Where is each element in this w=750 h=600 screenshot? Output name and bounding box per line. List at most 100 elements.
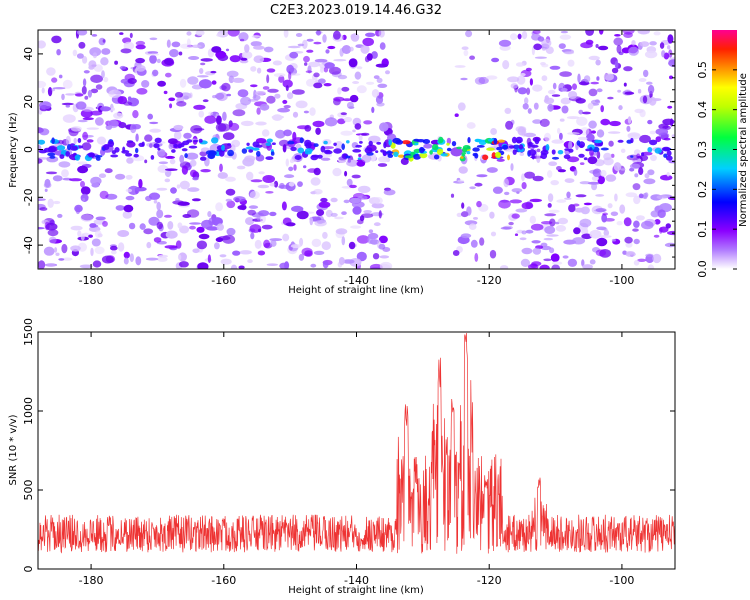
heatmap-cell: [176, 184, 181, 189]
heatmap-cell: [357, 185, 371, 194]
heatmap-cell: [200, 58, 213, 62]
heatmap-cell: [595, 44, 599, 48]
heatmap-cell: [177, 254, 182, 261]
y-tick-label: 1000: [22, 397, 35, 425]
heatmap-cell: [564, 197, 572, 200]
heatmap-cell: [183, 132, 192, 139]
heatmap-cell: [373, 197, 383, 205]
heatmap-cell: [667, 105, 673, 109]
heatmap-cell: [179, 154, 185, 164]
heatmap-cell: [149, 54, 157, 64]
y-tick-label: 1500: [22, 318, 35, 346]
heatmap-cell: [529, 215, 536, 224]
colorbar: 0.0 0.1 0.2 0.3 0.4 0.5 Normalized spectral a…: [696, 30, 749, 278]
heatmap-cell: [516, 75, 526, 85]
heatmap-cell: [62, 79, 73, 89]
heatmap-cell: [582, 111, 591, 115]
heatmap-cell: [309, 216, 314, 226]
heatmap-cell: [226, 200, 236, 209]
heatmap-cell: [646, 81, 653, 85]
heatmap-cell: [38, 198, 46, 201]
heatmap-cell: [548, 161, 558, 166]
heatmap-cell: [322, 260, 329, 269]
heatmap-cell: [647, 84, 655, 94]
heatmap-cell: [104, 168, 113, 174]
heatmap-cell: [482, 154, 489, 161]
heatmap-cell: [523, 132, 537, 138]
heatmap-cell: [647, 264, 655, 269]
heatmap-cell: [273, 180, 279, 188]
heatmap-cell: [226, 70, 239, 78]
heatmap-cell: [629, 163, 641, 169]
heatmap-cell: [469, 186, 476, 190]
heatmap-cell: [474, 252, 479, 262]
heatmap-cell: [365, 32, 376, 37]
heatmap-cell: [521, 247, 533, 255]
heatmap-cell: [363, 210, 372, 214]
heatmap-cell: [530, 223, 544, 231]
heatmap-cell: [497, 139, 506, 143]
heatmap-cell: [217, 172, 228, 179]
heatmap-cell: [660, 174, 673, 181]
heatmap-cell: [490, 231, 497, 237]
heatmap-cell: [564, 148, 570, 151]
heatmap-cell: [101, 255, 114, 264]
heatmap-cell: [292, 111, 299, 118]
heatmap-cell: [82, 78, 87, 87]
heatmap-cell: [119, 65, 127, 70]
heatmap-cell: [666, 150, 672, 157]
heatmap-cell: [658, 123, 669, 130]
heatmap-cell: [285, 222, 296, 227]
heatmap-cell: [100, 57, 109, 66]
heatmap-cell: [314, 220, 327, 227]
heatmap-cell: [51, 137, 55, 144]
heatmap-cell: [450, 193, 455, 198]
heatmap-cell: [655, 136, 662, 143]
heatmap-cell: [626, 154, 640, 161]
heatmap-cell: [65, 135, 71, 146]
heatmap-cell: [94, 246, 105, 255]
heatmap-cell: [551, 149, 556, 155]
heatmap-cell: [343, 116, 353, 123]
heatmap-cell: [149, 143, 153, 149]
heatmap-cell: [61, 102, 74, 106]
heatmap-cell: [250, 66, 257, 72]
heatmap-cell: [372, 253, 380, 260]
heatmap-cell: [504, 191, 510, 196]
heatmap-cell: [594, 139, 602, 144]
heatmap-cell: [274, 93, 281, 99]
heatmap-cell: [533, 43, 542, 51]
heatmap-cell: [198, 233, 210, 240]
heatmap-cell: [222, 111, 227, 122]
heatmap-cell: [157, 147, 161, 151]
heatmap-cell: [200, 62, 206, 66]
heatmap-cell: [87, 89, 92, 98]
heatmap-cell: [272, 114, 283, 121]
colorbar-tick-label: 0.0: [696, 260, 709, 278]
heatmap-cell: [587, 156, 598, 165]
heatmap-cell: [181, 165, 188, 175]
heatmap-cell: [653, 31, 661, 36]
heatmap-cell: [605, 174, 617, 182]
heatmap-cell: [253, 55, 265, 63]
heatmap-cell: [356, 66, 363, 70]
heatmap-cell: [306, 78, 316, 87]
heatmap-cell: [144, 159, 148, 164]
heatmap-cell: [52, 175, 63, 182]
heatmap-cell: [356, 251, 367, 262]
heatmap-cell: [306, 49, 314, 53]
heatmap-cell: [95, 216, 106, 221]
heatmap-cell: [277, 107, 290, 113]
heatmap-cell: [647, 147, 653, 153]
heatmap-cell: [632, 228, 639, 232]
heatmap-cell: [539, 118, 550, 127]
heatmap-cell: [456, 212, 463, 218]
heatmap-cell: [540, 242, 548, 247]
heatmap-cell: [536, 154, 541, 163]
heatmap-cell: [668, 59, 675, 67]
heatmap-cell: [330, 212, 338, 217]
heatmap-cell: [135, 40, 146, 46]
heatmap-cell: [377, 163, 388, 167]
heatmap-cell: [654, 147, 662, 154]
heatmap-cell: [498, 199, 511, 209]
